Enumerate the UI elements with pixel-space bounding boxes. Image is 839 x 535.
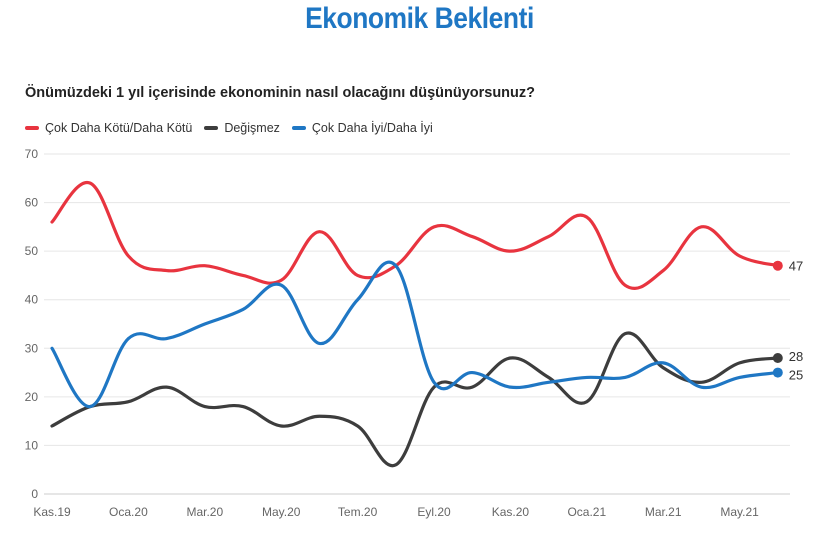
end-value-label: 25 [789, 368, 803, 383]
x-tick-label: Oca.21 [567, 505, 606, 519]
x-tick-label: Kas.20 [492, 505, 530, 519]
series-line [50, 260, 780, 409]
legend: Çok Daha Kötü/Daha Kötü Değişmez Çok Dah… [25, 121, 433, 135]
legend-swatch [204, 126, 219, 130]
legend-item-better[interactable]: Çok Daha İyi/Daha İyi [291, 121, 433, 135]
legend-swatch [291, 126, 306, 130]
legend-label: Değişmez [224, 121, 280, 135]
legend-label: Çok Daha İyi/Daha İyi [311, 121, 433, 135]
y-tick-label: 50 [25, 244, 39, 258]
series-line [50, 181, 780, 290]
y-tick-label: 40 [25, 293, 39, 307]
y-tick-label: 30 [25, 341, 39, 355]
x-tick-label: Tem.20 [338, 505, 378, 519]
legend-item-same[interactable]: Değişmez [204, 121, 280, 135]
x-tick-label: Oca.20 [109, 505, 148, 519]
y-tick-label: 60 [25, 196, 39, 210]
x-tick-label: Kas.19 [33, 505, 71, 519]
x-tick-label: May.20 [262, 505, 301, 519]
x-tick-label: Mar.20 [186, 505, 223, 519]
x-tick-label: May.21 [720, 505, 759, 519]
end-point-marker [772, 367, 783, 378]
y-tick-label: 20 [25, 390, 39, 404]
y-tick-label: 70 [25, 147, 39, 161]
end-value-label: 28 [789, 349, 803, 364]
chart-subtitle: Önümüzdeki 1 yıl içerisinde ekonominin n… [25, 85, 536, 101]
legend-item-worse[interactable]: Çok Daha Kötü/Daha Kötü [25, 121, 192, 135]
end-point-marker [772, 260, 783, 271]
end-value-label: 47 [789, 259, 803, 274]
y-tick-label: 10 [25, 438, 39, 452]
x-tick-label: Mar.21 [645, 505, 682, 519]
x-tick-label: Eyl.20 [417, 505, 451, 519]
legend-label: Çok Daha Kötü/Daha Kötü [45, 121, 193, 135]
series-line [50, 331, 780, 468]
page-title: Ekonomik Beklenti [305, 2, 534, 35]
end-point-marker [772, 353, 783, 363]
legend-swatch [25, 126, 39, 130]
y-tick-label: 0 [31, 487, 38, 501]
